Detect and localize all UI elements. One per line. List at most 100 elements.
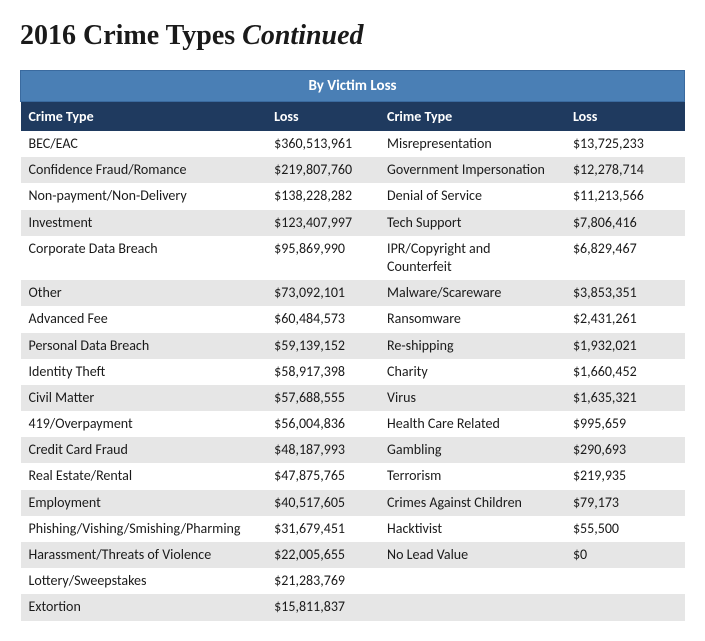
cell-loss: $219,935 [565, 463, 685, 489]
table-row: Investment$123,407,997Tech Support$7,806… [21, 210, 685, 236]
cell-loss: $59,139,152 [266, 333, 379, 359]
crime-table: By Victim Loss Crime Type Loss Crime Typ… [20, 70, 685, 621]
cell-crime-type [379, 568, 565, 594]
cell-crime-type: Other [21, 280, 267, 306]
cell-loss: $219,807,760 [266, 157, 379, 183]
section-header-row: By Victim Loss [21, 71, 685, 102]
cell-loss: $15,811,837 [266, 594, 379, 620]
cell-crime-type: Charity [379, 359, 565, 385]
cell-loss: $57,688,555 [266, 385, 379, 411]
cell-loss: $22,005,655 [266, 542, 379, 568]
cell-crime-type [379, 594, 565, 620]
cell-crime-type: Crimes Against Children [379, 490, 565, 516]
cell-loss: $12,278,714 [565, 157, 685, 183]
cell-crime-type: Re-shipping [379, 333, 565, 359]
cell-crime-type: Lottery/Sweepstakes [21, 568, 267, 594]
cell-crime-type: Health Care Related [379, 411, 565, 437]
cell-crime-type: Hacktivist [379, 516, 565, 542]
cell-crime-type: No Lead Value [379, 542, 565, 568]
cell-crime-type: Identity Theft [21, 359, 267, 385]
cell-crime-type: Malware/Scareware [379, 280, 565, 306]
cell-crime-type: Virus [379, 385, 565, 411]
cell-loss: $360,513,961 [266, 131, 379, 157]
table-row: Employment$40,517,605Crimes Against Chil… [21, 490, 685, 516]
cell-crime-type: Terrorism [379, 463, 565, 489]
table-row: Other$73,092,101Malware/Scareware$3,853,… [21, 280, 685, 306]
cell-loss: $0 [565, 542, 685, 568]
col-header-crime-type-1: Crime Type [21, 102, 267, 132]
table-row: Non-payment/Non-Delivery$138,228,282Deni… [21, 183, 685, 209]
cell-loss: $3,853,351 [565, 280, 685, 306]
cell-crime-type: Harassment/Threats of Violence [21, 542, 267, 568]
cell-crime-type: 419/Overpayment [21, 411, 267, 437]
table-body: BEC/EAC$360,513,961Misrepresentation$13,… [21, 131, 685, 621]
title-prefix: 2016 Crime Types [20, 20, 242, 51]
cell-loss [565, 594, 685, 620]
cell-loss: $58,917,398 [266, 359, 379, 385]
cell-crime-type: Corporate Data Breach [21, 236, 267, 280]
table-row: Harassment/Threats of Violence$22,005,65… [21, 542, 685, 568]
cell-loss: $40,517,605 [266, 490, 379, 516]
cell-crime-type: Extortion [21, 594, 267, 620]
cell-crime-type: Non-payment/Non-Delivery [21, 183, 267, 209]
table-row: BEC/EAC$360,513,961Misrepresentation$13,… [21, 131, 685, 157]
cell-crime-type: IPR/Copyright and Counterfeit [379, 236, 565, 280]
table-row: Corporate Data Breach$95,869,990IPR/Copy… [21, 236, 685, 280]
cell-loss: $56,004,836 [266, 411, 379, 437]
cell-crime-type: Phishing/Vishing/Smishing/Pharming [21, 516, 267, 542]
cell-crime-type: Government Impersonation [379, 157, 565, 183]
page-title: 2016 Crime Types Continued [20, 20, 685, 52]
cell-loss: $95,869,990 [266, 236, 379, 280]
cell-crime-type: Advanced Fee [21, 306, 267, 332]
cell-crime-type: Investment [21, 210, 267, 236]
table-row: Real Estate/Rental$47,875,765Terrorism$2… [21, 463, 685, 489]
cell-loss: $138,228,282 [266, 183, 379, 209]
cell-crime-type: Employment [21, 490, 267, 516]
cell-loss: $21,283,769 [266, 568, 379, 594]
cell-crime-type: Denial of Service [379, 183, 565, 209]
col-header-crime-type-2: Crime Type [379, 102, 565, 132]
cell-loss: $48,187,993 [266, 437, 379, 463]
table-row: Identity Theft$58,917,398Charity$1,660,4… [21, 359, 685, 385]
cell-loss: $290,693 [565, 437, 685, 463]
cell-loss [565, 568, 685, 594]
cell-loss: $1,635,321 [565, 385, 685, 411]
table-row: Lottery/Sweepstakes$21,283,769 [21, 568, 685, 594]
cell-loss: $60,484,573 [266, 306, 379, 332]
cell-loss: $123,407,997 [266, 210, 379, 236]
table-row: Confidence Fraud/Romance$219,807,760Gove… [21, 157, 685, 183]
cell-crime-type: Misrepresentation [379, 131, 565, 157]
cell-loss: $79,173 [565, 490, 685, 516]
table-row: Extortion$15,811,837 [21, 594, 685, 620]
cell-crime-type: Civil Matter [21, 385, 267, 411]
cell-crime-type: Personal Data Breach [21, 333, 267, 359]
cell-loss: $6,829,467 [565, 236, 685, 280]
cell-crime-type: BEC/EAC [21, 131, 267, 157]
cell-crime-type: Tech Support [379, 210, 565, 236]
table-row: 419/Overpayment$56,004,836Health Care Re… [21, 411, 685, 437]
cell-loss: $47,875,765 [266, 463, 379, 489]
cell-loss: $55,500 [565, 516, 685, 542]
cell-crime-type: Credit Card Fraud [21, 437, 267, 463]
cell-crime-type: Ransomware [379, 306, 565, 332]
col-header-loss-2: Loss [565, 102, 685, 132]
table-row: Advanced Fee$60,484,573Ransomware$2,431,… [21, 306, 685, 332]
cell-crime-type: Real Estate/Rental [21, 463, 267, 489]
table-row: Credit Card Fraud$48,187,993Gambling$290… [21, 437, 685, 463]
cell-loss: $73,092,101 [266, 280, 379, 306]
title-suffix: Continued [242, 20, 363, 51]
table-row: Personal Data Breach$59,139,152Re-shippi… [21, 333, 685, 359]
cell-crime-type: Confidence Fraud/Romance [21, 157, 267, 183]
cell-loss: $1,932,021 [565, 333, 685, 359]
cell-loss: $31,679,451 [266, 516, 379, 542]
column-header-row: Crime Type Loss Crime Type Loss [21, 102, 685, 132]
cell-loss: $7,806,416 [565, 210, 685, 236]
cell-crime-type: Gambling [379, 437, 565, 463]
table-row: Civil Matter$57,688,555Virus$1,635,321 [21, 385, 685, 411]
col-header-loss-1: Loss [266, 102, 379, 132]
cell-loss: $13,725,233 [565, 131, 685, 157]
section-header-cell: By Victim Loss [21, 71, 685, 102]
cell-loss: $995,659 [565, 411, 685, 437]
cell-loss: $2,431,261 [565, 306, 685, 332]
cell-loss: $1,660,452 [565, 359, 685, 385]
